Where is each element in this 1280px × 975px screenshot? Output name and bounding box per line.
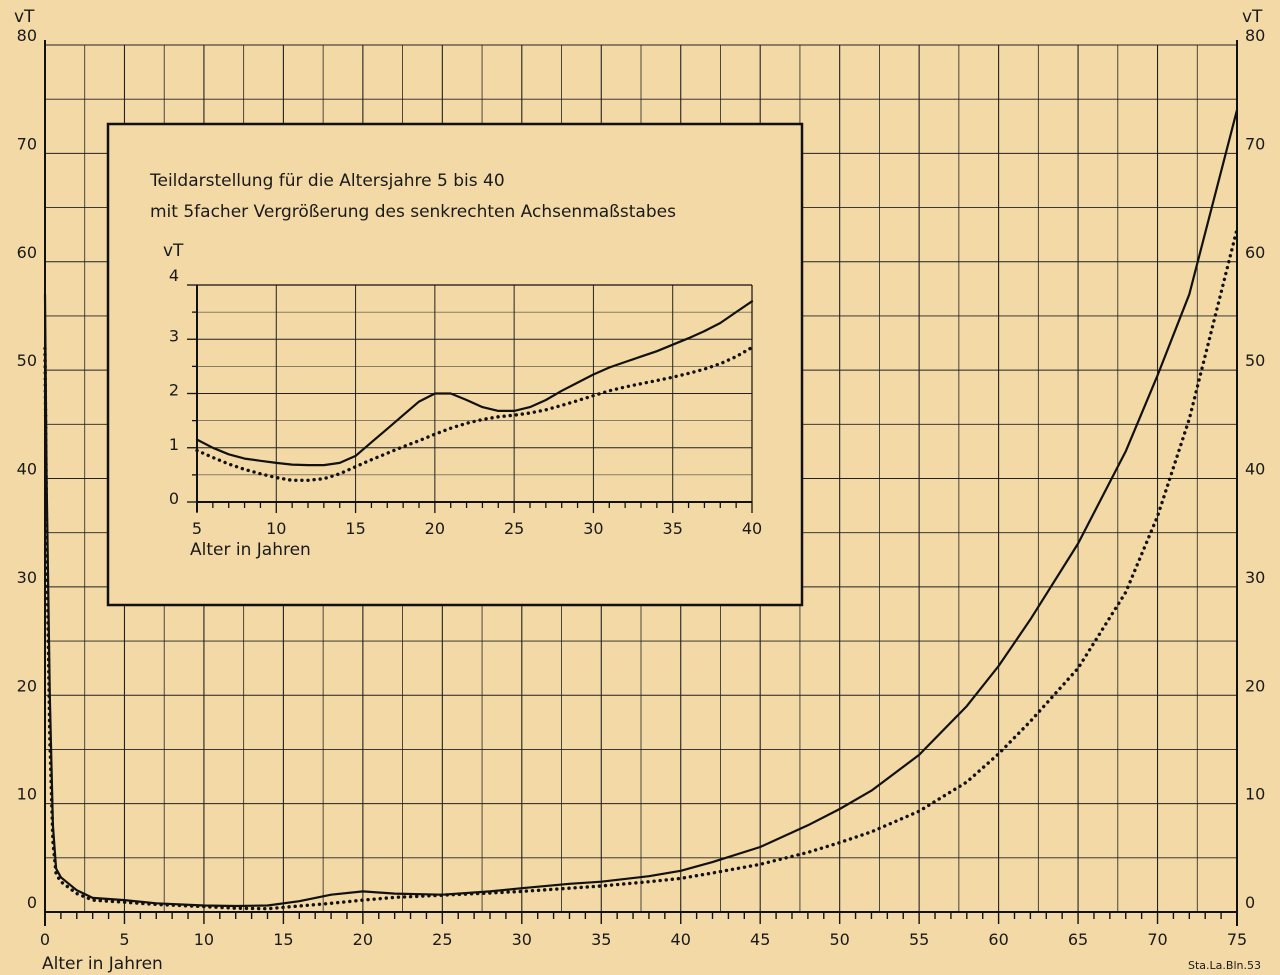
main-x-tick-label: 15 [273, 930, 293, 949]
inset-y-tick-label: 1 [169, 435, 179, 454]
inset-x-tick-label: 15 [345, 519, 365, 538]
main-y-tick-label-left: 40 [17, 460, 37, 479]
main-x-tick-label: 40 [671, 930, 691, 949]
main-x-axis-title: Alter in Jahren [42, 954, 163, 974]
main-y-tick-label-left: 70 [17, 134, 37, 153]
main-y-tick-label-right: 70 [1245, 134, 1265, 153]
main-x-tick-label: 20 [353, 930, 373, 949]
inset-x-tick-label: 20 [425, 519, 445, 538]
main-y-tick-label-right: 50 [1245, 351, 1265, 370]
main-y-tick-label-left: 30 [17, 568, 37, 587]
main-y-tick-label-right: 0 [1245, 893, 1255, 912]
inset-subtitle: mit 5facher Vergrößerung des senkrechten… [150, 202, 676, 222]
main-x-tick-label: 55 [909, 930, 929, 949]
main-x-tick-label: 60 [988, 930, 1008, 949]
main-y-tick-label-right: 40 [1245, 460, 1265, 479]
main-x-tick-label: 35 [591, 930, 611, 949]
main-x-tick-label: 10 [194, 930, 214, 949]
main-x-tick-label: 30 [512, 930, 532, 949]
inset-series-line-solid [195, 300, 754, 467]
inset-series-line-dotted [195, 345, 754, 482]
main-x-tick-label: 70 [1147, 930, 1167, 949]
main-x-tick-label: 50 [829, 930, 849, 949]
main-series [43, 108, 1239, 911]
inset-y-axis-title: vT [163, 241, 184, 261]
inset-series [195, 300, 754, 482]
main-y-tick-label-left: 20 [17, 676, 37, 695]
source-credit: Sta.La.Bln.53 [1188, 959, 1261, 972]
inset-y-tick-label: 4 [169, 266, 179, 285]
main-x-tick-label: 45 [750, 930, 770, 949]
main-x-tick-label: 75 [1227, 930, 1247, 949]
main-y-axis-title-right: vT [1242, 7, 1263, 27]
inset-panel: Teildarstellung für die Altersjahre 5 bi… [106, 122, 804, 607]
inset-x-tick-label: 25 [504, 519, 524, 538]
main-y-tick-label-right: 80 [1245, 26, 1265, 45]
inset-x-tick-label: 30 [583, 519, 603, 538]
main-y-tick-label-right: 60 [1245, 243, 1265, 262]
main-y-tick-label-left: 10 [17, 785, 37, 804]
main-y-tick-label-left: 80 [17, 26, 37, 45]
inset-axes: 5 10 15 20 25 30 35 40 0 1 2 3 4 vT Alter in Jahren [163, 241, 762, 560]
main-y-tick-label-right: 30 [1245, 568, 1265, 587]
main-y-tick-label-left: 60 [17, 243, 37, 262]
main-x-tick-label: 65 [1068, 930, 1088, 949]
inset-y-tick-label: 0 [169, 489, 179, 508]
inset-box [106, 122, 804, 607]
main-y-tick-label-right: 20 [1245, 676, 1265, 695]
main-y-tick-label-right: 10 [1245, 785, 1265, 804]
main-series-line-solid [43, 108, 1239, 908]
main-y-axis-title: vT [14, 7, 35, 27]
main-x-tick-label: 5 [119, 930, 129, 949]
inset-x-tick-label: 10 [266, 519, 286, 538]
main-x-tick-label: 25 [432, 930, 452, 949]
inset-x-axis-title: Alter in Jahren [190, 540, 311, 560]
main-y-tick-label-left: 0 [27, 893, 37, 912]
inset-y-tick-label: 3 [169, 326, 179, 345]
main-y-tick-label-left: 50 [17, 351, 37, 370]
inset-x-tick-label: 35 [663, 519, 683, 538]
inset-title: Teildarstellung für die Altersjahre 5 bi… [149, 171, 505, 191]
inset-y-tick-label: 2 [169, 381, 179, 400]
inset-x-tick-label: 5 [192, 519, 202, 538]
main-series-line-dotted [43, 227, 1239, 911]
main-x-tick-label: 0 [40, 930, 50, 949]
inset-x-tick-label: 40 [742, 519, 762, 538]
